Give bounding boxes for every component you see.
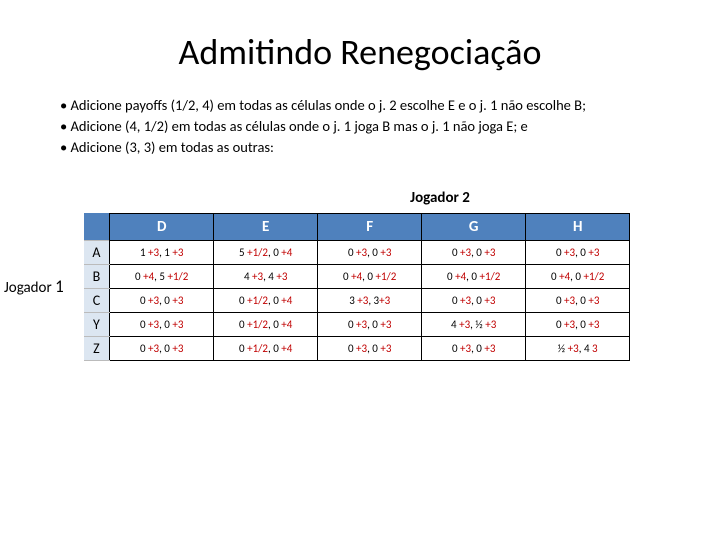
col-header: F — [318, 213, 422, 240]
bullet-list: • Adicione payoffs (1/2, 4) em todas as … — [60, 96, 660, 157]
payoff-cell: 0 +3, 0 +3 — [422, 336, 526, 360]
payoff-cell: 0 +3, 0 +3 — [422, 288, 526, 312]
row-header: C — [84, 288, 110, 312]
payoff-cell: 1 +3, 1 +3 — [110, 240, 214, 264]
payoff-cell: 0 +3, 0 +3 — [526, 240, 630, 264]
bullet-item: • Adicione (4, 1/2) em todas as células … — [60, 117, 660, 136]
slide: Admitindo Renegociação • Adicione payoff… — [0, 0, 720, 361]
page-title: Admitindo Renegociação — [40, 30, 680, 74]
payoff-cell: 0 +3, 0 +3 — [526, 288, 630, 312]
payoff-cell: 4 +3, ½ +3 — [422, 312, 526, 336]
table-row: B0 +4, 5 +1/24 +3, 4 +30 +4, 0 +1/20 +4,… — [84, 264, 630, 288]
table-row: Y0 +3, 0 +30 +1/2, 0 +40 +3, 0 +34 +3, ½… — [84, 312, 630, 336]
payoff-cell: 0 +4, 5 +1/2 — [110, 264, 214, 288]
payoff-cell: 4 +3, 4 +3 — [214, 264, 318, 288]
corner-blank — [84, 213, 110, 240]
payoff-cell: 0 +1/2, 0 +4 — [214, 336, 318, 360]
payoff-cell: 5 +1/2, 0 +4 — [214, 240, 318, 264]
table-wrap: Jogador 1 D E F G H A1 +3, 1 +35 +1/2, 0… — [40, 213, 680, 361]
player1-num: 1 — [55, 276, 64, 297]
bullet-item: • Adicione (3, 3) em todas as outras: — [60, 138, 660, 157]
payoff-cell: 0 +3, 0 +3 — [318, 312, 422, 336]
payoff-cell: 0 +3, 0 +3 — [422, 240, 526, 264]
col-header: E — [214, 213, 318, 240]
payoff-cell: 0 +3, 0 +3 — [318, 336, 422, 360]
row-header: B — [84, 264, 110, 288]
payoff-cell: 0 +1/2, 0 +4 — [214, 288, 318, 312]
table-row: Z0 +3, 0 +30 +1/2, 0 +40 +3, 0 +30 +3, 0… — [84, 336, 630, 360]
payoff-cell: 0 +3, 0 +3 — [110, 336, 214, 360]
player2-label: Jogador 2 — [40, 189, 680, 207]
payoff-cell: 0 +4, 0 +1/2 — [526, 264, 630, 288]
bullet-item: • Adicione payoffs (1/2, 4) em todas as … — [60, 96, 660, 115]
col-header: G — [422, 213, 526, 240]
col-header: D — [110, 213, 214, 240]
table-row: A1 +3, 1 +35 +1/2, 0 +40 +3, 0 +30 +3, 0… — [84, 240, 630, 264]
row-header: A — [84, 240, 110, 264]
col-header: H — [526, 213, 630, 240]
payoff-cell: 0 +3, 0 +3 — [110, 312, 214, 336]
player1-text: Jogador — [4, 279, 55, 297]
payoff-cell: 0 +3, 0 +3 — [526, 312, 630, 336]
payoff-cell: 0 +4, 0 +1/2 — [422, 264, 526, 288]
payoff-cell: ½ +3, 4 3 — [526, 336, 630, 360]
payoff-cell: 0 +4, 0 +1/2 — [318, 264, 422, 288]
table-row: C0 +3, 0 +30 +1/2, 0 +43 +3, 3+30 +3, 0 … — [84, 288, 630, 312]
payoff-table: D E F G H A1 +3, 1 +35 +1/2, 0 +40 +3, 0… — [84, 213, 631, 361]
row-header: Z — [84, 336, 110, 360]
payoff-cell: 3 +3, 3+3 — [318, 288, 422, 312]
payoff-cell: 0 +3, 0 +3 — [318, 240, 422, 264]
payoff-cell: 0 +1/2, 0 +4 — [214, 312, 318, 336]
player1-label: Jogador 1 — [4, 276, 84, 297]
header-row: D E F G H — [84, 213, 630, 240]
row-header: Y — [84, 312, 110, 336]
payoff-cell: 0 +3, 0 +3 — [110, 288, 214, 312]
